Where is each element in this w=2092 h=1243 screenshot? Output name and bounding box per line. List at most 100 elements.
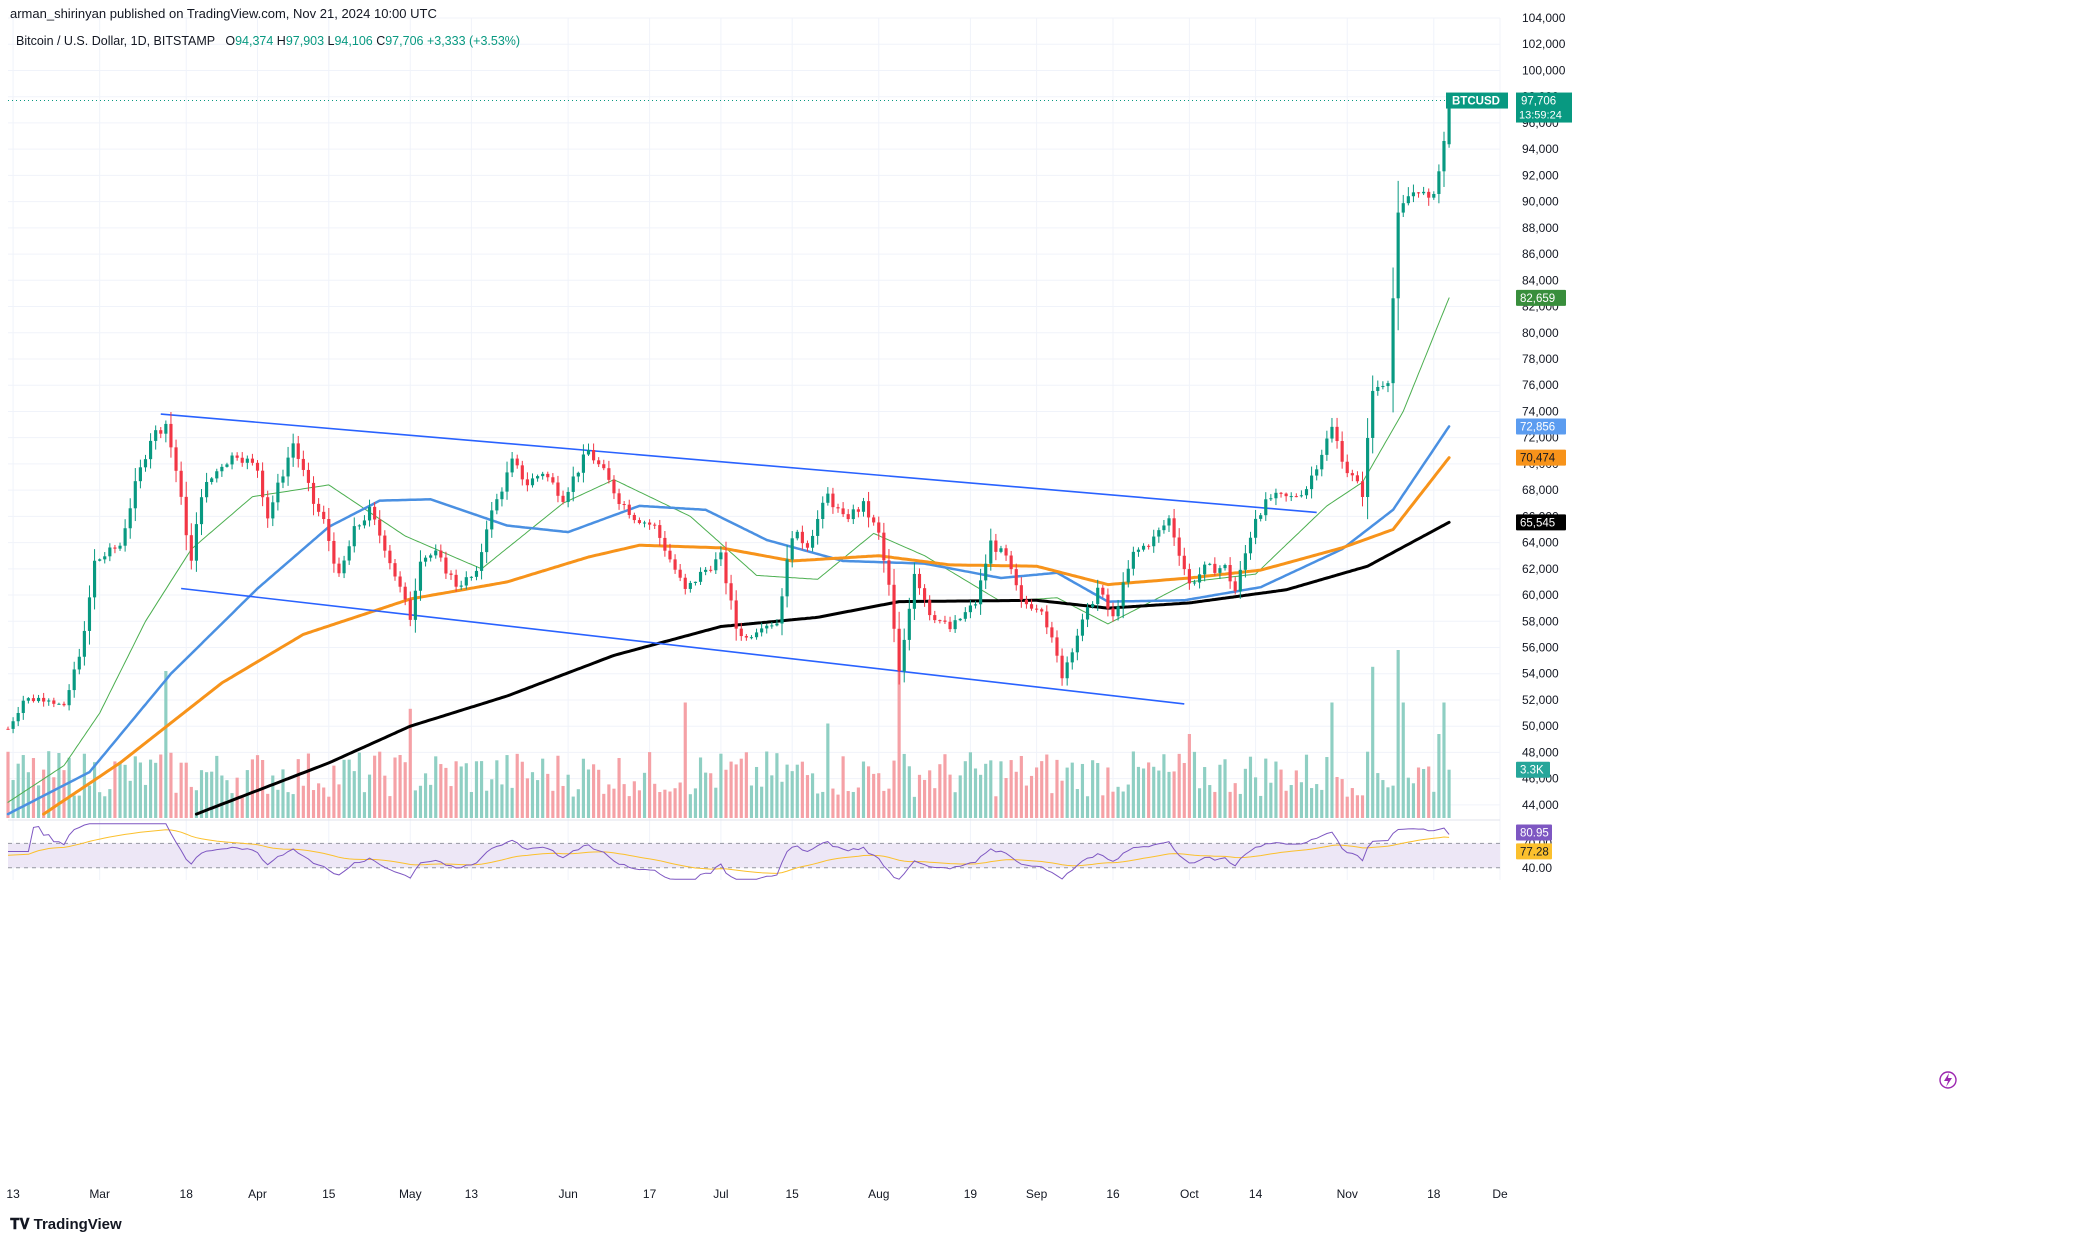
ma-value-tag-ma20-text: 82,659 <box>1520 293 1555 305</box>
volume-bar <box>1376 773 1380 818</box>
volume-bar <box>26 772 30 818</box>
candle-body <box>367 506 372 521</box>
volume-bar <box>1152 766 1156 818</box>
candle-body <box>520 465 524 480</box>
symbol-price-tag: BTCUSD <box>1446 92 1508 109</box>
candle-body <box>831 493 835 508</box>
candle-body <box>1218 568 1222 573</box>
candle-body <box>1422 191 1426 194</box>
symbol-legend[interactable]: Bitcoin / U.S. Dollar, 1D, BITSTAMP O94,… <box>16 34 520 48</box>
candle-body <box>846 514 850 520</box>
candle-body <box>291 443 295 458</box>
volume-bar <box>902 753 906 818</box>
volume-bar <box>347 759 351 818</box>
candle-body <box>841 508 845 515</box>
candle-body <box>378 519 382 536</box>
price-tick-label: 54,000 <box>1522 667 1559 681</box>
candle-body <box>1381 386 1385 388</box>
rsi-ma-line <box>7 829 1450 874</box>
candle-body <box>1371 390 1375 438</box>
candle-body <box>1233 581 1237 592</box>
volume-bar <box>210 771 214 818</box>
candle-body <box>637 520 642 523</box>
volume-bar <box>856 787 860 818</box>
candle-body <box>1197 574 1202 583</box>
volume-bar <box>632 781 636 818</box>
candle-body <box>143 459 148 468</box>
candle-body <box>225 464 229 467</box>
candle-body <box>1396 212 1400 299</box>
candle-body <box>87 597 92 631</box>
volume-bar <box>1447 769 1451 818</box>
candle-body <box>902 639 906 672</box>
candle-body <box>693 581 698 583</box>
time-tick-label: Nov <box>1337 1187 1358 1201</box>
tradingview-logo[interactable]: 𝐓𝐕 TradingView <box>10 1216 122 1233</box>
open-label: O <box>225 34 236 48</box>
ma-value-tag-ma200: 65,545 <box>1516 514 1566 531</box>
volume-bar <box>1208 785 1212 818</box>
candle-body <box>882 532 886 561</box>
channel-upper-line[interactable] <box>160 413 1317 514</box>
volume-bar <box>1259 795 1263 818</box>
volume-bar <box>1045 754 1049 818</box>
ma-line-ma200 <box>194 520 1451 816</box>
volume-bar <box>805 775 810 818</box>
candle-body <box>1345 461 1349 474</box>
volume-bar <box>765 751 769 818</box>
candle-body <box>16 712 20 722</box>
candle-body <box>1238 569 1242 592</box>
volume-bar <box>449 786 453 818</box>
candle-body <box>1335 426 1339 442</box>
volume-bar <box>189 786 193 818</box>
time-axis[interactable]: 13 Mar 18 Apr 15 May 13 Jun 17 Jul 15 Aug 19 Sep 16 Oct… <box>6 1187 1508 1201</box>
candle-body <box>1126 568 1130 583</box>
volume-bar <box>912 796 916 818</box>
volume-bar <box>943 754 947 818</box>
volume-bar <box>663 789 667 818</box>
candle-body <box>739 628 743 637</box>
volume-bar <box>505 755 509 818</box>
volume-bar <box>612 788 616 818</box>
volume-bar <box>1350 788 1354 818</box>
price-tick-label: 76,000 <box>1522 378 1559 392</box>
volume-bar <box>143 784 148 818</box>
candle-body <box>749 637 754 639</box>
candle-body <box>861 501 866 512</box>
candle-body <box>1116 606 1120 617</box>
price-tick-label: 62,000 <box>1522 562 1559 576</box>
price-tick-label: 102,000 <box>1522 37 1566 51</box>
candle-body <box>561 495 565 502</box>
volume-bar <box>1040 761 1044 818</box>
lightning-icon-ring <box>1939 1071 1957 1089</box>
price-axis[interactable]: 44,00046,00048,00050,00052,00054,00056,0… <box>1522 11 1566 875</box>
candle-body <box>963 612 967 619</box>
candle-body <box>607 468 611 480</box>
change-value: +3,333 (+3.53%) <box>426 34 521 48</box>
candle-body <box>1091 604 1095 608</box>
volume-bar <box>408 708 412 818</box>
candle-body <box>423 557 428 562</box>
candle-body <box>744 636 748 638</box>
candle-body <box>566 491 570 502</box>
candle-body <box>1248 537 1253 554</box>
candle-body <box>999 548 1003 552</box>
low-label: L <box>327 34 335 48</box>
volume-bar <box>1340 779 1344 818</box>
lightning-icon[interactable] <box>1939 1071 1957 1089</box>
candle-body <box>984 563 988 581</box>
volume-bar <box>281 769 285 818</box>
volume-bar <box>810 773 815 818</box>
volume-bar <box>541 758 545 818</box>
channel-lower-line[interactable] <box>181 587 1185 705</box>
volume-bar <box>205 772 209 818</box>
candle-body <box>938 620 942 622</box>
candle-body <box>11 721 15 729</box>
candle-body <box>495 499 499 511</box>
volume-bar <box>352 771 356 818</box>
volume-bar <box>296 759 300 818</box>
volume-bar <box>306 753 311 818</box>
rsi-ma-value-tag-bg <box>1516 843 1552 860</box>
